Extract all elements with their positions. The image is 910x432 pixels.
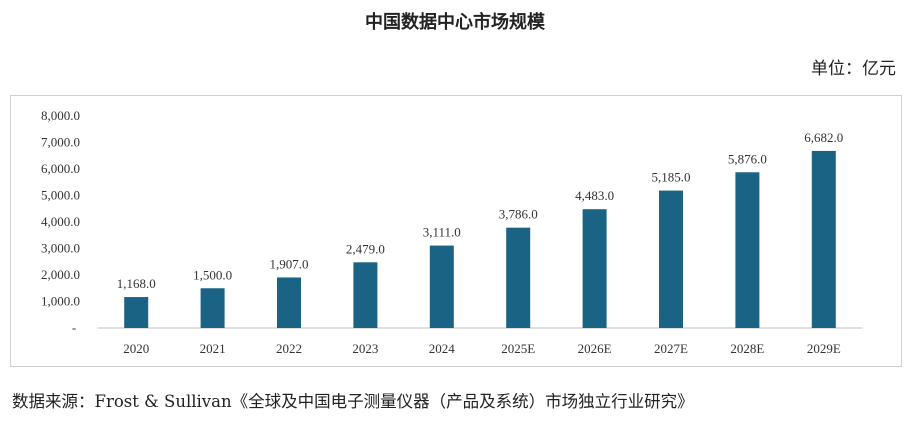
- data-label: 1,907.0: [270, 256, 309, 271]
- y-tick-label: 3,000.0: [41, 241, 80, 256]
- data-label: 3,111.0: [423, 225, 461, 240]
- bar: [659, 190, 683, 328]
- y-tick-label: 8,000.0: [41, 108, 80, 123]
- x-tick-label: 2029E: [807, 341, 841, 356]
- unit-label: 单位：亿元: [811, 59, 896, 79]
- x-tick-label: 2022: [276, 341, 302, 356]
- chart-frame: [10, 95, 902, 367]
- bar: [582, 209, 607, 328]
- y-tick-label: 5,000.0: [41, 188, 80, 203]
- bar: [811, 150, 836, 328]
- x-tick-label: 2025E: [501, 341, 535, 356]
- x-tick-label: 2023: [352, 341, 378, 356]
- bar: [277, 277, 301, 328]
- data-label: 5,185.0: [652, 170, 691, 185]
- x-tick-label: 2024: [429, 341, 456, 356]
- bar: [735, 172, 760, 328]
- y-tick-label: 7,000.0: [41, 135, 80, 150]
- bar: [200, 288, 225, 328]
- x-tick-label: 2026E: [578, 341, 612, 356]
- data-label: 5,876.0: [728, 151, 767, 166]
- data-label: 1,168.0: [117, 276, 156, 291]
- y-tick-label: 2,000.0: [41, 267, 80, 282]
- y-tick-label: 4,000.0: [41, 214, 80, 229]
- chart-title: 中国数据中心市场规模: [365, 12, 545, 33]
- x-tick-label: 2021: [200, 341, 226, 356]
- x-tick-label: 2028E: [730, 341, 764, 356]
- y-tick-label: 1,000.0: [41, 294, 80, 309]
- data-label: 1,500.0: [193, 267, 232, 282]
- data-label: 2,479.0: [346, 241, 385, 256]
- x-tick-label: 2027E: [654, 341, 688, 356]
- bar: [429, 245, 454, 328]
- source-note: 数据来源：Frost & Sullivan《全球及中国电子测量仪器（产品及系统）…: [12, 392, 694, 411]
- x-tick-label: 2020: [123, 341, 149, 356]
- data-label: 4,483.0: [575, 188, 614, 203]
- bar: [353, 262, 378, 328]
- data-label: 3,786.0: [499, 207, 538, 222]
- data-label: 6,682.0: [804, 130, 843, 145]
- y-tick-label: -: [72, 320, 76, 335]
- bar: [506, 227, 531, 328]
- y-tick-label: 6,000.0: [41, 161, 80, 176]
- bar: [124, 297, 149, 328]
